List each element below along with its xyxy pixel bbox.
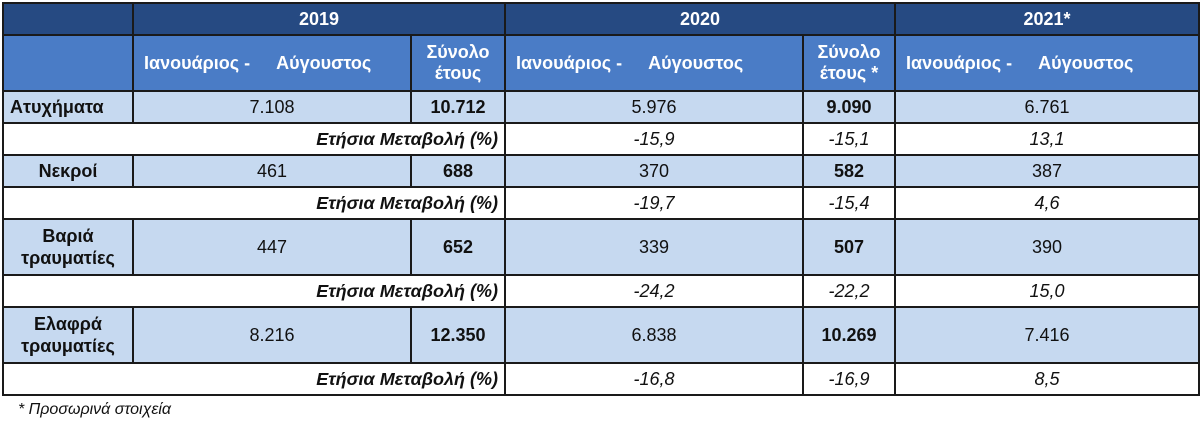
change-label: Ετήσια Μεταβολή (%) [1, 122, 507, 156]
value-2021-period: 7.416 [894, 306, 1200, 364]
value-2020-period: 339 [504, 218, 805, 276]
value-2019-total: 688 [409, 154, 507, 188]
change-label: Ετήσια Μεταβολή (%) [1, 186, 507, 220]
table-row-change: Ετήσια Μεταβολή (%) -19,7 -15,4 4,6 [1, 186, 1200, 220]
change-2020-period: -16,8 [504, 362, 805, 396]
table-row-serious-injuries: Βαριά τραυματίες 447 652 339 507 390 [2, 218, 1200, 276]
change-label: Ετήσια Μεταβολή (%) [1, 274, 507, 308]
value-2020-period: 6.838 [504, 306, 805, 364]
table-row-change: Ετήσια Μεταβολή (%) -16,8 -16,9 8,5 [1, 362, 1200, 396]
table-row-accidents: Ατυχήματα 7.108 10.712 5.976 9.090 6.761 [2, 90, 1200, 124]
row-label: Βαριά τραυματίες [2, 218, 134, 276]
table-row-deaths: Νεκροί 461 688 370 582 387 [2, 154, 1200, 188]
row-label: Ατυχήματα [2, 90, 134, 124]
value-2020-total: 507 [802, 218, 897, 276]
change-2020-total: -22,2 [802, 274, 897, 308]
change-2020-period: -24,2 [504, 274, 805, 308]
row-label: Ελαφρά τραυματίες [2, 306, 134, 364]
year-2021-header: 2021* [894, 2, 1200, 36]
change-2021-period: 13,1 [894, 122, 1200, 156]
change-2020-period: -19,7 [504, 186, 805, 220]
value-2020-total: 10.269 [802, 306, 897, 364]
table-row-change: Ετήσια Μεταβολή (%) -24,2 -22,2 15,0 [1, 274, 1200, 308]
year-header-corner [2, 2, 134, 36]
total-2020-header: Σύνολο έτους * [802, 34, 897, 92]
year-header-row: 2019 2020 2021* [2, 2, 1200, 36]
value-2019-total: 10.712 [409, 90, 507, 124]
year-2020-header: 2020 [504, 2, 897, 36]
year-2019-header: 2019 [131, 2, 507, 36]
value-2020-total: 9.090 [802, 90, 897, 124]
value-2019-period: 7.108 [132, 90, 412, 124]
value-2021-period: 6.761 [894, 90, 1200, 124]
period-2021-header: Ιανουάριος - Αύγουστος [894, 34, 1200, 92]
road-accidents-table: 2019 2020 2021* Ιανουάριος - Αύγουστος Σύ… [1, 2, 1200, 396]
value-2020-period: 370 [504, 154, 805, 188]
sub-header-corner [2, 34, 134, 92]
change-2021-period: 4,6 [894, 186, 1200, 220]
total-2019-header: Σύνολο έτους [409, 34, 507, 92]
value-2019-total: 652 [409, 218, 507, 276]
row-label: Νεκροί [2, 154, 134, 188]
value-2019-total: 12.350 [409, 306, 507, 364]
change-2021-period: 8,5 [894, 362, 1200, 396]
change-2020-total: -16,9 [802, 362, 897, 396]
change-2020-total: -15,1 [802, 122, 897, 156]
table-row-light-injuries: Ελαφρά τραυματίες 8.216 12.350 6.838 10.2… [2, 306, 1200, 364]
value-2019-period: 447 [132, 218, 412, 276]
change-2021-period: 15,0 [894, 274, 1200, 308]
value-2021-period: 387 [894, 154, 1200, 188]
change-2020-total: -15,4 [802, 186, 897, 220]
value-2019-period: 461 [132, 154, 412, 188]
value-2020-period: 5.976 [504, 90, 805, 124]
sub-header-row: Ιανουάριος - Αύγουστος Σύνολο έτους Ιανουά… [2, 34, 1200, 92]
value-2020-total: 582 [802, 154, 897, 188]
change-label: Ετήσια Μεταβολή (%) [1, 362, 507, 396]
period-2019-header: Ιανουάριος - Αύγουστος [132, 34, 412, 92]
period-2020-header: Ιανουάριος - Αύγουστος [504, 34, 805, 92]
value-2021-period: 390 [894, 218, 1200, 276]
footnote: * Προσωρινά στοιχεία [18, 401, 172, 418]
value-2019-period: 8.216 [132, 306, 412, 364]
table-row-change: Ετήσια Μεταβολή (%) -15,9 -15,1 13,1 [1, 122, 1200, 156]
change-2020-period: -15,9 [504, 122, 805, 156]
